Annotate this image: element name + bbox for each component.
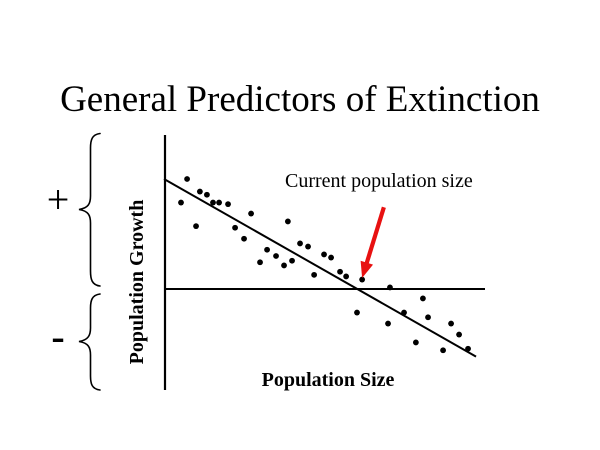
scatter-point <box>465 345 471 352</box>
scatter-point <box>248 210 254 217</box>
scatter-point <box>337 268 343 275</box>
positive-growth-label: + <box>46 177 70 222</box>
scatter-point <box>216 199 222 206</box>
scatter-point <box>420 295 426 302</box>
scatter-point <box>321 251 327 258</box>
scatter-point <box>204 191 210 198</box>
scatter-point <box>387 284 393 291</box>
trend-line <box>163 178 477 358</box>
scatter-point <box>359 276 366 283</box>
scatter-point <box>401 309 407 316</box>
positive-region-brace-icon <box>78 132 101 287</box>
scatter-point <box>385 320 391 327</box>
annotation-arrow-shaft <box>362 206 386 271</box>
scatter-point <box>425 314 431 321</box>
scatter-point <box>273 253 279 259</box>
scatter-point <box>343 273 350 280</box>
scatter-point <box>456 331 462 338</box>
annotation-arrow-head-icon <box>360 260 374 278</box>
scatter-point <box>178 199 184 206</box>
current-population-annotation: Current population size <box>285 170 473 192</box>
scatter-point <box>193 223 199 230</box>
scatter-point <box>311 271 318 278</box>
scatter-point <box>241 235 247 242</box>
x-axis-label: Population Size <box>261 369 395 391</box>
scatter-point <box>225 201 231 208</box>
chart-layer <box>163 135 485 390</box>
scatter-point <box>440 347 446 354</box>
scatter-point <box>354 309 360 316</box>
scatter-point <box>232 224 238 231</box>
scatter-point <box>412 339 419 346</box>
scatter-point <box>196 188 203 195</box>
scatter-point <box>448 320 454 327</box>
scatter-point <box>297 240 303 247</box>
y-axis-label: Population Growth <box>126 199 148 365</box>
scatter-point <box>305 243 311 250</box>
scatter-point <box>264 246 270 253</box>
scatter-point <box>289 257 295 264</box>
scatter-point <box>210 199 216 206</box>
scatter-point <box>184 176 190 182</box>
slide-title: General Predictors of Extinction <box>60 78 540 120</box>
scatter-point <box>328 254 334 261</box>
negative-growth-label: - <box>51 314 65 359</box>
scatter-point <box>281 262 287 269</box>
scatter-point <box>284 218 291 225</box>
scatter-point <box>257 259 263 266</box>
negative-region-brace-icon <box>78 293 101 391</box>
